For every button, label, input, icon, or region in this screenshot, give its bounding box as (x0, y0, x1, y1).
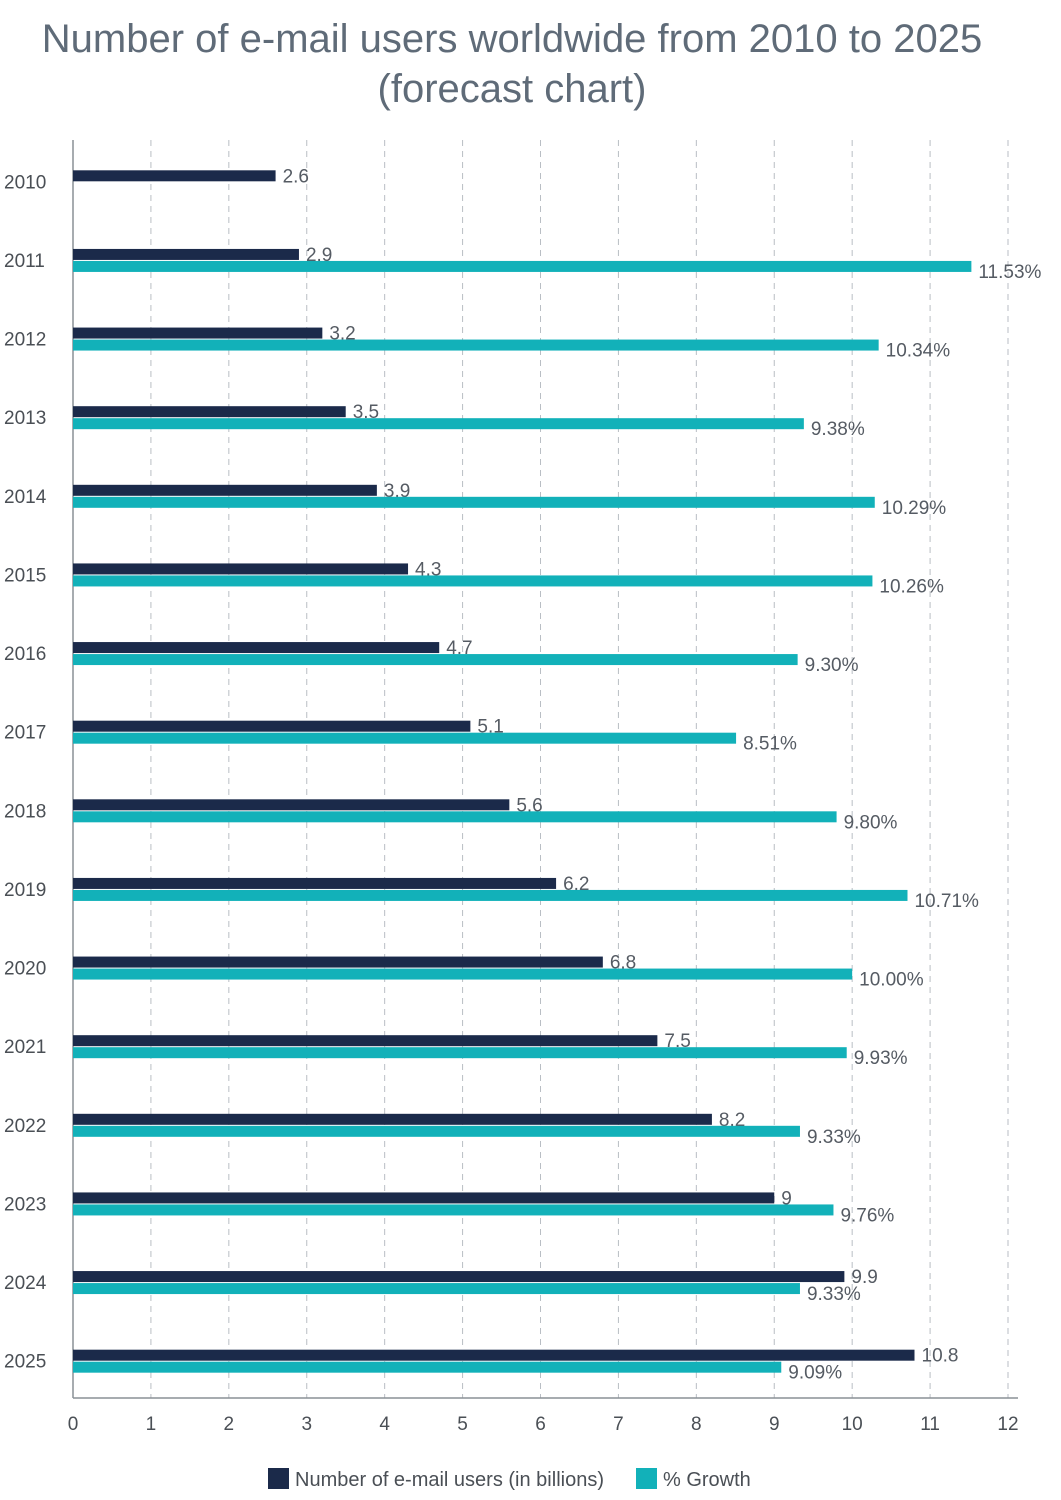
growth-data-label: 10.26% (879, 576, 944, 597)
y-tick-label: 2012 (4, 330, 46, 351)
growth-bar (73, 732, 737, 744)
y-tick-label: 2023 (4, 1194, 46, 1215)
y-tick-label: 2018 (4, 801, 46, 822)
growth-bar (73, 889, 908, 901)
users-data-label: 8.2 (719, 1110, 745, 1131)
users-bar (73, 170, 276, 182)
growth-data-label: 10.00% (859, 970, 924, 991)
y-tick-label: 2021 (4, 1037, 46, 1058)
growth-data-label: 9.93% (854, 1048, 908, 1069)
growth-bar (73, 654, 798, 666)
legend-label-growth: % Growth (663, 1469, 751, 1491)
users-data-label: 3.5 (353, 402, 379, 423)
y-tick-label: 2019 (4, 880, 46, 901)
x-tick-label: 8 (691, 1414, 702, 1435)
growth-data-label: 11.53% (978, 262, 1041, 283)
x-tick-label: 1 (146, 1414, 157, 1435)
users-bar (73, 1349, 915, 1361)
x-tick-label: 12 (997, 1414, 1018, 1435)
users-data-label: 3.2 (329, 324, 355, 345)
x-tick-label: 9 (769, 1414, 780, 1435)
growth-data-label: 8.51% (743, 734, 797, 755)
users-data-label: 4.3 (415, 559, 441, 580)
users-data-label: 7.5 (664, 1031, 690, 1052)
growth-data-label: 9.80% (844, 812, 898, 833)
users-data-label: 6.8 (610, 953, 636, 974)
growth-data-label: 9.76% (840, 1205, 894, 1226)
growth-bar (73, 811, 837, 823)
users-data-label: 5.1 (477, 717, 503, 738)
users-data-label: 6.2 (563, 874, 589, 895)
y-tick-label: 2020 (4, 959, 46, 980)
x-tick-label: 4 (379, 1414, 390, 1435)
growth-data-label: 9.30% (805, 655, 859, 676)
users-bar (73, 956, 603, 968)
users-data-label: 2.9 (306, 245, 332, 266)
growth-bar (73, 1361, 782, 1373)
y-tick-label: 2011 (4, 251, 45, 272)
growth-bar (73, 1283, 800, 1295)
users-data-label: 9 (781, 1188, 792, 1209)
growth-bar (73, 260, 972, 272)
x-tick-label: 3 (301, 1414, 312, 1435)
growth-bar (73, 968, 853, 980)
users-bar (73, 1271, 845, 1283)
chart-title-line2: (forecast chart) (377, 67, 647, 111)
users-bar (73, 720, 471, 732)
growth-bar (73, 339, 879, 351)
users-bar (73, 642, 440, 654)
growth-bar (73, 1204, 834, 1216)
growth-bar (73, 1125, 800, 1137)
users-data-label: 4.7 (446, 638, 472, 659)
y-tick-label: 2025 (4, 1352, 46, 1373)
growth-data-label: 9.38% (811, 419, 865, 440)
growth-bar (73, 418, 804, 430)
users-data-label: 2.6 (283, 166, 309, 187)
growth-data-label: 9.33% (807, 1284, 861, 1305)
users-bar (73, 248, 299, 260)
growth-data-label: 10.71% (914, 891, 979, 912)
growth-bar (73, 575, 873, 587)
y-tick-label: 2010 (4, 172, 46, 193)
x-tick-label: 11 (920, 1414, 940, 1435)
x-tick-label: 0 (68, 1414, 79, 1435)
x-tick-label: 7 (613, 1414, 624, 1435)
y-tick-label: 2015 (4, 565, 46, 586)
x-tick-label: 5 (457, 1414, 468, 1435)
x-tick-label: 6 (535, 1414, 546, 1435)
growth-data-label: 9.33% (807, 1127, 861, 1148)
y-tick-label: 2016 (4, 644, 46, 665)
users-data-label: 3.9 (384, 481, 410, 502)
users-bar (73, 406, 346, 418)
growth-bar (73, 496, 875, 508)
y-tick-label: 2017 (4, 723, 46, 744)
chart-title-line1: Number of e-mail users worldwide from 20… (41, 17, 983, 61)
x-tick-label: 10 (842, 1414, 863, 1435)
users-bar (73, 563, 409, 575)
users-data-label: 9.9 (851, 1267, 877, 1288)
y-tick-label: 2013 (4, 408, 46, 429)
growth-bar (73, 1047, 847, 1059)
chart-title: Number of e-mail users worldwide from 20… (0, 14, 1024, 114)
y-tick-label: 2022 (4, 1116, 46, 1137)
legend-label-users: Number of e-mail users (in billions) (295, 1469, 604, 1491)
y-tick-label: 2014 (4, 487, 47, 508)
users-bar (73, 327, 323, 339)
legend-swatch-growth (636, 1468, 657, 1489)
growth-data-label: 10.34% (886, 341, 951, 362)
users-bar (73, 1035, 658, 1047)
users-bar (73, 484, 377, 496)
users-data-label: 5.6 (516, 795, 542, 816)
growth-data-label: 10.29% (882, 498, 947, 519)
users-bar (73, 1192, 775, 1204)
legend-swatch-users (268, 1468, 289, 1489)
growth-data-label: 9.09% (788, 1363, 842, 1384)
y-tick-label: 2024 (4, 1273, 47, 1294)
users-bar (73, 1113, 712, 1125)
users-bar (73, 877, 557, 889)
users-data-label: 10.8 (922, 1346, 959, 1367)
users-bar (73, 799, 510, 811)
x-tick-label: 2 (224, 1414, 235, 1435)
